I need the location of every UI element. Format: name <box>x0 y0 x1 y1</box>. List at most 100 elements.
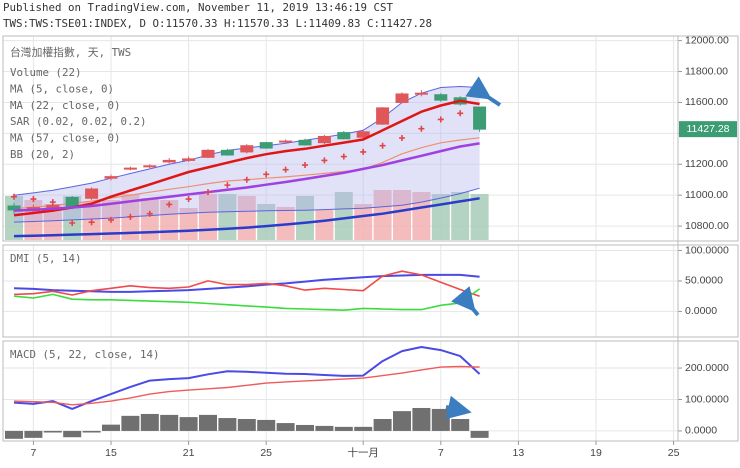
histogram-bar <box>179 417 198 431</box>
y-tick-label: 11800.00 <box>685 65 728 77</box>
sar-point <box>146 210 153 217</box>
line <box>13 99 480 217</box>
sar-point <box>399 135 405 141</box>
x-tick-label: 25 <box>260 447 272 459</box>
sar-point <box>340 153 347 160</box>
histogram-bar <box>373 418 392 431</box>
candle-body <box>473 106 487 130</box>
sar-point <box>69 220 76 226</box>
sar-point <box>127 213 134 220</box>
indicator-label: Volume (22) <box>10 66 82 79</box>
sar-point <box>185 196 192 203</box>
sar-point <box>166 201 173 208</box>
sar-point <box>30 196 37 203</box>
y-tick-label: 0.0000 <box>685 425 717 437</box>
sar-point <box>360 148 367 155</box>
volume-bar <box>393 190 411 240</box>
sar-point <box>243 176 250 183</box>
histogram-bar <box>82 430 101 433</box>
candle-body <box>395 93 409 103</box>
candle-body <box>85 188 99 199</box>
x-tick-label: 19 <box>590 447 602 459</box>
volume-bar <box>373 190 392 240</box>
candle-body <box>220 149 234 156</box>
candle-body <box>434 94 448 101</box>
y-tick-label: 11200.00 <box>685 158 728 170</box>
histogram-bar <box>199 414 217 431</box>
histogram-bar <box>160 414 179 431</box>
sar-point <box>88 219 95 226</box>
volume-bar <box>451 192 470 240</box>
candle-body <box>104 176 118 179</box>
line <box>13 142 480 212</box>
line <box>13 270 480 297</box>
histogram-bar <box>121 415 140 431</box>
y-tick-label: 50.0000 <box>685 275 723 287</box>
histogram-bar <box>237 418 256 431</box>
histogram-bar <box>102 424 120 431</box>
volume-bar <box>334 192 353 240</box>
y-tick-label: 12000.00 <box>685 34 729 46</box>
arrow <box>451 286 480 317</box>
candle-body <box>298 139 312 146</box>
volume-bar <box>160 200 179 240</box>
volume-bar <box>43 204 62 240</box>
indicator-label: SAR (0.02, 0.02, 0.2) <box>10 115 147 128</box>
histogram-bar <box>315 425 334 431</box>
indicator-label: MA (57, close, 0) <box>10 132 121 145</box>
candle-body <box>201 149 215 158</box>
last-price-box <box>679 121 737 138</box>
macd-panel-frame <box>2 340 739 442</box>
sar-point <box>205 189 211 196</box>
y-tick-label: 100.0000 <box>685 244 729 256</box>
histogram-bar <box>431 408 450 431</box>
y-tick-label: 100.0000 <box>685 393 729 405</box>
sar-point <box>49 199 56 206</box>
histogram-bar <box>470 430 489 438</box>
line <box>13 288 481 311</box>
candle-body <box>162 159 176 163</box>
x-tick-label: 25 <box>668 447 680 459</box>
band-lower <box>13 187 480 223</box>
x-tick-label: 21 <box>183 447 195 459</box>
sar-point <box>418 125 425 132</box>
sar-point <box>437 116 444 123</box>
candle-body <box>376 107 390 125</box>
histogram-bar <box>334 426 353 431</box>
indicator-label: MA (22, close, 0) <box>10 99 121 112</box>
volume-bar <box>257 204 276 240</box>
candle-body <box>317 135 331 144</box>
x-tick-label: 13 <box>513 447 525 459</box>
symbol-line: TWS:TWS:TSE01:INDEX, D O:11570.33 H:1157… <box>3 17 432 30</box>
volume-bar <box>296 196 314 240</box>
volume-bar <box>431 194 450 240</box>
arrow <box>465 76 502 107</box>
volume-bar <box>315 210 334 240</box>
candle-body <box>337 132 351 140</box>
candle-body <box>279 140 293 143</box>
histogram-bar <box>5 430 23 439</box>
volume-bar <box>140 198 159 240</box>
y-tick-label: 11600.00 <box>685 96 728 108</box>
sar-point <box>263 171 270 178</box>
sar-point <box>224 182 231 189</box>
panel-title: MACD (5, 22, close, 14) <box>10 348 160 361</box>
histogram-bar <box>354 426 373 431</box>
candle-body <box>46 204 60 209</box>
y-tick-label: 10800.00 <box>685 220 729 232</box>
candle-body <box>123 167 137 170</box>
x-tick-label: 15 <box>105 447 117 459</box>
histogram-bar <box>218 418 237 431</box>
indicator-label: MA (5, close, 0) <box>10 82 114 95</box>
sar-point <box>11 193 17 200</box>
histogram-bar <box>43 430 62 433</box>
histogram-bar <box>393 411 411 431</box>
mark-layer: 台灣加權指數, 天, TWS 11427.28 Volume (22) MA (5, … <box>5 45 737 439</box>
y-tick-label: 200.0000 <box>685 362 729 374</box>
sar-point <box>282 166 289 173</box>
histogram-bar <box>451 418 470 431</box>
sar-point <box>379 142 386 149</box>
panel-title: DMI (5, 14) <box>10 252 82 265</box>
y-tick-label: 0.0000 <box>685 305 717 317</box>
